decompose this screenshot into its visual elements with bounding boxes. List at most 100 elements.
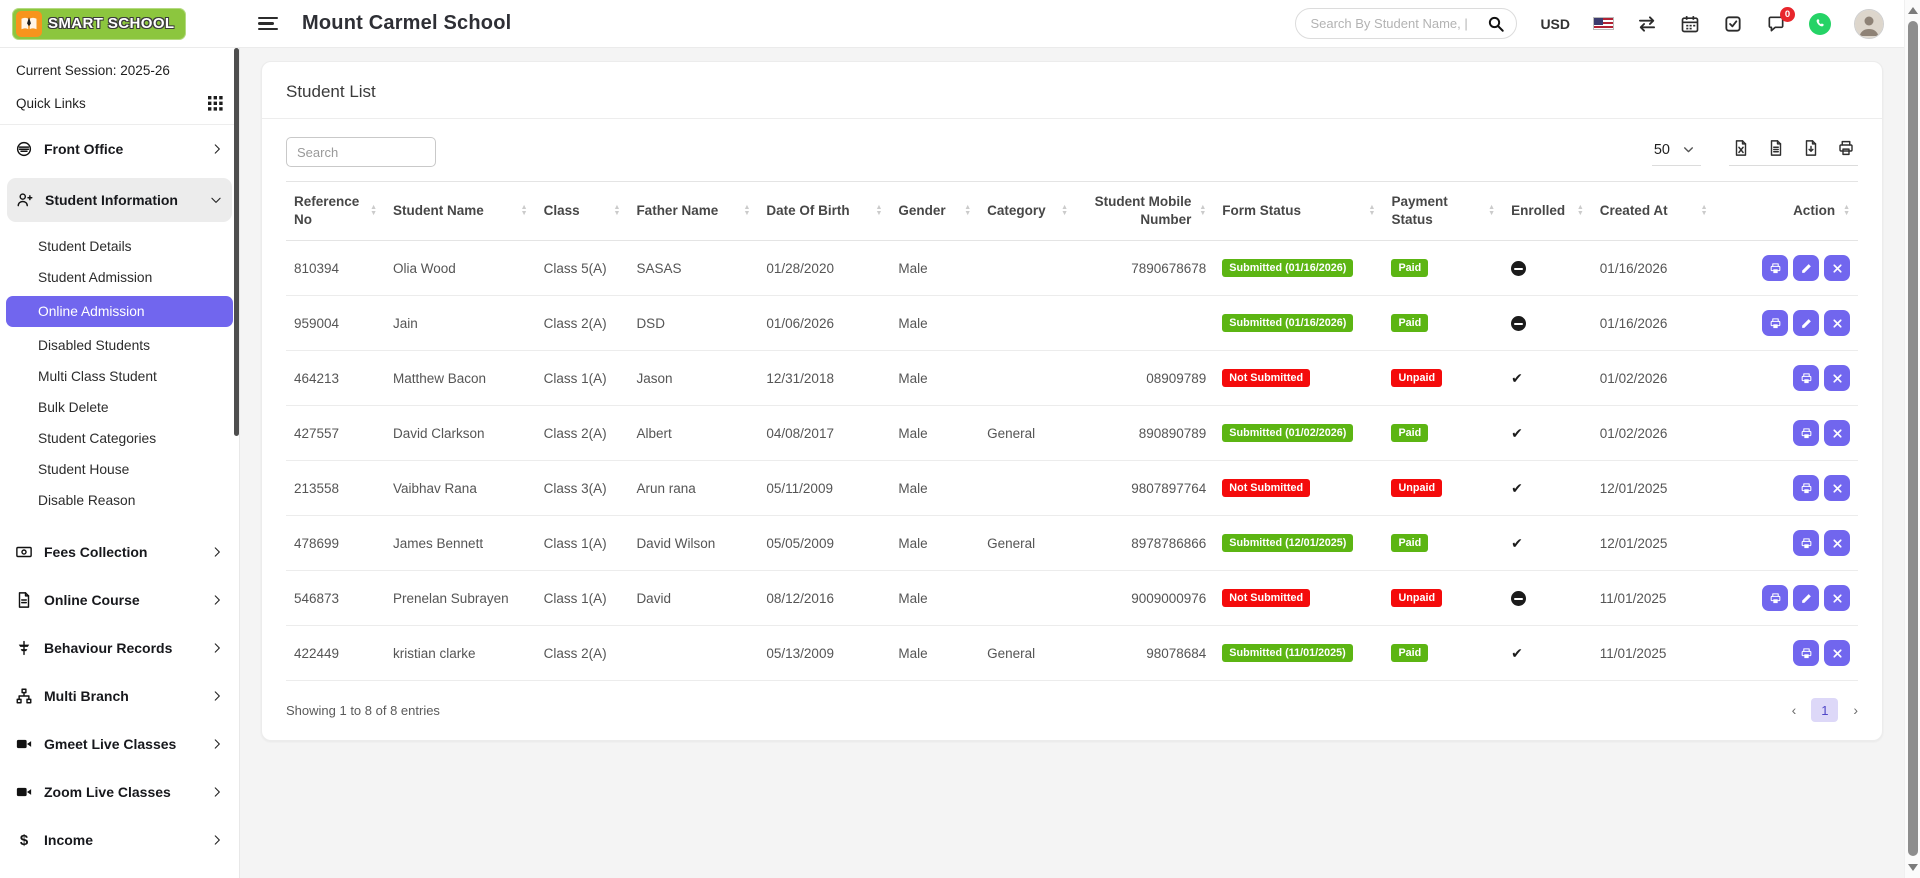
- cell-form-status: Submitted (01/02/2026): [1214, 405, 1384, 461]
- calendar-icon[interactable]: [1680, 14, 1700, 34]
- cell-created-at: 01/16/2026: [1591, 295, 1716, 351]
- delete-button[interactable]: [1824, 365, 1850, 392]
- whatsapp-icon[interactable]: [1809, 12, 1831, 35]
- logo-zone: SMART SCHOOL: [0, 7, 240, 40]
- sidebar-subitem-student-admission[interactable]: Student Admission: [38, 270, 153, 285]
- column-header-date-of-birth[interactable]: Date Of Birth ▲ ▼: [758, 180, 891, 242]
- column-header-form-status[interactable]: Form Status ▲ ▼: [1214, 180, 1384, 242]
- enrolled-check-icon: ✔: [1511, 644, 1523, 661]
- table-row: 464213 Matthew Bacon Class 1(A) Jason 12/31/…: [286, 350, 1858, 406]
- user-avatar[interactable]: [1854, 8, 1884, 39]
- cell-reference-no: 546873: [286, 570, 386, 626]
- column-header-reference-no[interactable]: Reference No ▲ ▼: [286, 180, 386, 242]
- app-logo[interactable]: SMART SCHOOL: [12, 7, 187, 40]
- row-actions: [1724, 640, 1850, 667]
- column-header-class[interactable]: Class ▲ ▼: [535, 180, 629, 242]
- cell-enrolled: ✔: [1503, 515, 1592, 571]
- global-search-input[interactable]: [1310, 16, 1481, 31]
- print-button[interactable]: [1793, 475, 1819, 502]
- page-size-select[interactable]: 50: [1651, 140, 1701, 166]
- scroll-down-icon[interactable]: [1908, 864, 1918, 871]
- pdf-export-icon[interactable]: [1802, 139, 1820, 157]
- sidebar-item-online-course[interactable]: Online Course: [0, 576, 239, 624]
- edit-button[interactable]: [1793, 585, 1819, 612]
- delete-button[interactable]: [1824, 640, 1850, 667]
- table-row: 427557 David Clarkson Class 2(A) Albert 04/0…: [286, 405, 1858, 461]
- edit-button[interactable]: [1793, 255, 1819, 282]
- sidebar-item-income[interactable]: $ Income: [0, 816, 239, 864]
- column-header-student-mobile-number[interactable]: Student Mobile Number ▲ ▼: [1076, 180, 1215, 242]
- main-content: Student List 50 Reference No▲▼Student Na…: [240, 48, 1904, 878]
- print-button[interactable]: [1793, 365, 1819, 392]
- excel-export-icon[interactable]: [1732, 139, 1750, 157]
- cell-dob: 12/31/2018: [758, 350, 891, 406]
- column-header-student-name[interactable]: Student Name ▲ ▼: [385, 180, 536, 242]
- sidebar-scrollbar[interactable]: [234, 48, 240, 878]
- print-button[interactable]: [1793, 640, 1819, 667]
- sidebar-item-fees-collection[interactable]: Fees Collection: [0, 528, 239, 576]
- sidebar-subitem-disable-reason[interactable]: Disable Reason: [38, 493, 136, 508]
- delete-button[interactable]: [1824, 475, 1850, 502]
- sidebar-item-front-office[interactable]: Front Office: [0, 125, 239, 173]
- page-scrollbar-thumb[interactable]: [1908, 21, 1918, 856]
- cell-dob: 08/12/2016: [758, 570, 891, 626]
- cell-payment-status: Unpaid: [1383, 460, 1504, 516]
- sidebar-toggle-button[interactable]: [258, 16, 278, 31]
- session-swap-icon[interactable]: [1637, 14, 1657, 34]
- messages-icon[interactable]: 0: [1766, 6, 1795, 34]
- quick-links[interactable]: Quick Links: [0, 85, 239, 125]
- print-button[interactable]: [1762, 585, 1788, 612]
- cell-enrolled: ✔: [1503, 350, 1592, 406]
- cell-actions: [1715, 460, 1858, 516]
- print-table-icon[interactable]: [1837, 139, 1855, 157]
- sidebar-subitem-student-house[interactable]: Student House: [38, 462, 130, 477]
- pagination-page-1-button[interactable]: 1: [1811, 698, 1839, 723]
- sidebar-subitem-bulk-delete[interactable]: Bulk Delete: [38, 400, 109, 415]
- print-button[interactable]: [1762, 310, 1788, 337]
- sidebar-subitem-student-details[interactable]: Student Details: [38, 239, 132, 254]
- delete-button[interactable]: [1824, 255, 1850, 282]
- column-header-father-name[interactable]: Father Name ▲ ▼: [628, 180, 759, 242]
- table-search-input[interactable]: [286, 137, 436, 167]
- delete-button[interactable]: [1824, 310, 1850, 337]
- delete-button[interactable]: [1824, 585, 1850, 612]
- cell-student-name: kristian clarke: [385, 625, 536, 682]
- sidebar-subitem-multi-class-student[interactable]: Multi Class Student: [38, 369, 157, 384]
- sidebar-subitem-online-admission[interactable]: Online Admission: [6, 296, 233, 327]
- cell-created-at: 11/01/2025: [1591, 570, 1716, 626]
- column-header-gender[interactable]: Gender ▲ ▼: [890, 180, 980, 242]
- page-scrollbar[interactable]: [1904, 0, 1920, 878]
- cell-category: [979, 350, 1077, 406]
- sort-icon: ▲ ▼: [743, 204, 751, 218]
- sidebar-item-multi-branch[interactable]: Multi Branch: [0, 672, 239, 720]
- sidebar-scrollbar-thumb[interactable]: [234, 48, 239, 436]
- payment-status-badge: Unpaid: [1391, 369, 1443, 388]
- pagination-prev-button[interactable]: ‹: [1791, 702, 1797, 719]
- column-header-created-at[interactable]: Created At ▲ ▼: [1591, 180, 1716, 242]
- delete-button[interactable]: [1824, 530, 1850, 557]
- todo-check-icon[interactable]: [1723, 14, 1743, 34]
- edit-button[interactable]: [1793, 310, 1819, 337]
- sidebar-subitem-student-categories[interactable]: Student Categories: [38, 431, 157, 446]
- pagination-next-button[interactable]: ›: [1853, 702, 1858, 719]
- sidebar-subitem-disabled-students[interactable]: Disabled Students: [38, 338, 150, 353]
- print-button[interactable]: [1793, 530, 1819, 557]
- print-button[interactable]: [1793, 420, 1819, 447]
- sidebar-item-gmeet-live-classes[interactable]: Gmeet Live Classes: [0, 720, 239, 768]
- sidebar-item-zoom-live-classes[interactable]: Zoom Live Classes: [0, 768, 239, 816]
- column-header-category[interactable]: Category ▲ ▼: [979, 180, 1077, 242]
- currency-selector[interactable]: USD: [1540, 15, 1570, 32]
- column-header-enrolled[interactable]: Enrolled ▲ ▼: [1503, 180, 1592, 242]
- language-flag-icon[interactable]: [1593, 17, 1614, 30]
- print-button[interactable]: [1762, 255, 1788, 282]
- column-header-action[interactable]: Action ▲ ▼: [1715, 180, 1858, 242]
- column-header-payment-status[interactable]: Payment Status ▲ ▼: [1383, 180, 1504, 242]
- csv-export-icon[interactable]: [1767, 139, 1785, 157]
- scroll-up-icon[interactable]: [1908, 7, 1918, 14]
- sidebar-item-student-information[interactable]: Student Information: [7, 178, 232, 222]
- search-icon[interactable]: [1487, 15, 1505, 33]
- sidebar-item-behaviour-records[interactable]: Behaviour Records: [0, 624, 239, 672]
- global-search[interactable]: [1295, 8, 1518, 39]
- cell-class-name: Class 1(A): [535, 350, 629, 406]
- delete-button[interactable]: [1824, 420, 1850, 447]
